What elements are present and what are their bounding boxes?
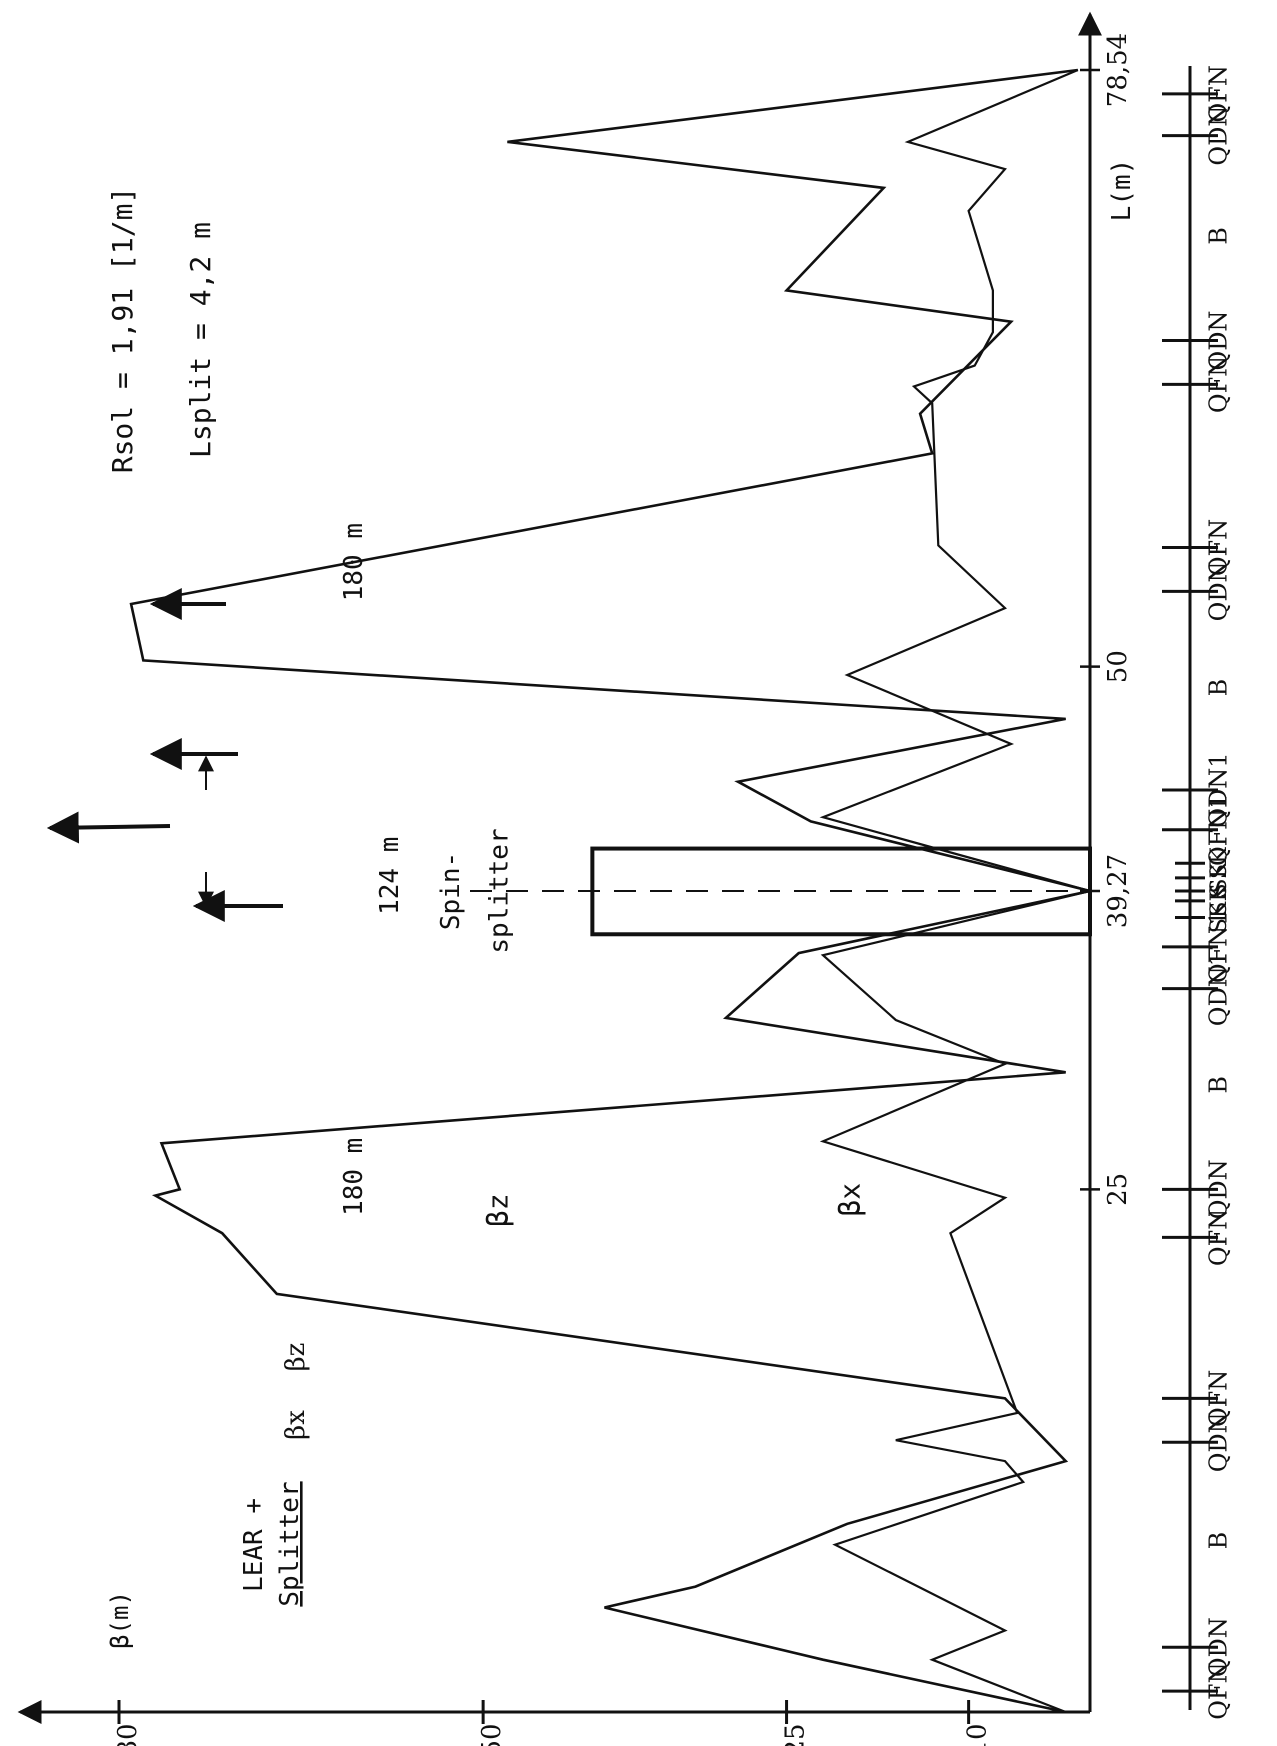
lattice-element-label: QDN — [1205, 561, 1233, 621]
annotation-label: 180 m — [339, 1138, 369, 1216]
legend-title-line2: Splitter — [275, 1481, 305, 1606]
arrow-mark — [46, 811, 171, 844]
x-axis-label: L(m) — [1107, 159, 1137, 222]
y-tick-label: 25 — [781, 1723, 811, 1746]
annotation-label: splitter — [484, 828, 514, 953]
lattice-element-label: SK — [1207, 901, 1232, 933]
params-line2: Lsplit = 4,2 m — [184, 222, 217, 458]
x-tick-label: 39,27 — [1103, 854, 1133, 928]
annotation-label: βz — [481, 1193, 514, 1227]
params-line1: Rsol = 1,91 [1/m] — [106, 187, 139, 474]
x-tick-label: 25 — [1103, 1173, 1133, 1206]
y-tick-label: 50 — [477, 1723, 507, 1746]
parameters: Rsol = 1,91 [1/m] Lsplit = 4,2 m — [106, 187, 217, 474]
x-tick-label: 50 — [1103, 650, 1133, 683]
lattice-element-label: QFN — [1205, 1370, 1233, 1427]
lattice-element-label: B — [1205, 679, 1233, 697]
legend: LEAR + Splitter βx βz — [239, 1343, 311, 1607]
annotation-label: βx — [833, 1183, 866, 1217]
legend-bz: βz — [281, 1343, 311, 1372]
lattice-element-label: QFN — [1205, 519, 1233, 576]
lattice-element-label: B — [1205, 227, 1233, 245]
legend-title-line1: LEAR + — [239, 1498, 269, 1592]
x-tick-label: 78,54 — [1103, 33, 1133, 107]
annotations: 180 m 180 m 124 m βz βx Spin-splitter — [339, 523, 867, 1227]
lattice-element-label: B — [1205, 1076, 1233, 1094]
lattice-element-label: B — [1205, 1532, 1233, 1550]
lattice-element-label: QDN — [1205, 1159, 1233, 1219]
lattice-element-label: QDN — [1205, 1412, 1233, 1472]
annotation-label: Spin- — [436, 852, 466, 930]
lattice-element-label: QDN — [1205, 311, 1233, 371]
lattice-element-label: QFN1 — [1205, 793, 1233, 866]
legend-bx: βx — [281, 1410, 311, 1440]
lattice-element-label: S — [1207, 883, 1232, 898]
lattice-element-label: QFN — [1205, 1209, 1233, 1266]
lattice-element-label: SK — [1207, 847, 1232, 879]
lattice-element-label: SK — [1207, 862, 1232, 894]
direction-arrows — [46, 588, 283, 922]
axis-ticks: 10 25 50 80 25 39,27 50 78,54 — [113, 33, 1133, 1746]
lattice-element-label: QDN — [1205, 1617, 1233, 1677]
y-tick-label: 10 — [963, 1723, 993, 1746]
annotation-label: 124 m — [375, 837, 405, 915]
lattice-element-label: QDN1 — [1205, 752, 1233, 827]
y-axis-label: β(m) — [106, 1591, 134, 1649]
lattice-elements: QFNQDNBQDNQFNQFNQDNBQDN1QFN1SKSKSSKSKQFN… — [1162, 65, 1233, 1720]
y-tick-label: 80 — [113, 1723, 143, 1746]
lattice-element-label: QFN — [1205, 65, 1233, 122]
lattice-element-label: QFN — [1205, 356, 1233, 413]
annotation-label: 180 m — [339, 523, 369, 601]
lattice-element-label: QFN1 — [1205, 911, 1233, 984]
lattice-element-label: QDN — [1205, 106, 1233, 166]
lattice-element-label: QFN — [1205, 1662, 1233, 1719]
lattice-element-label: SK — [1207, 885, 1232, 917]
lattice-element-label: QDN1 — [1205, 951, 1233, 1026]
